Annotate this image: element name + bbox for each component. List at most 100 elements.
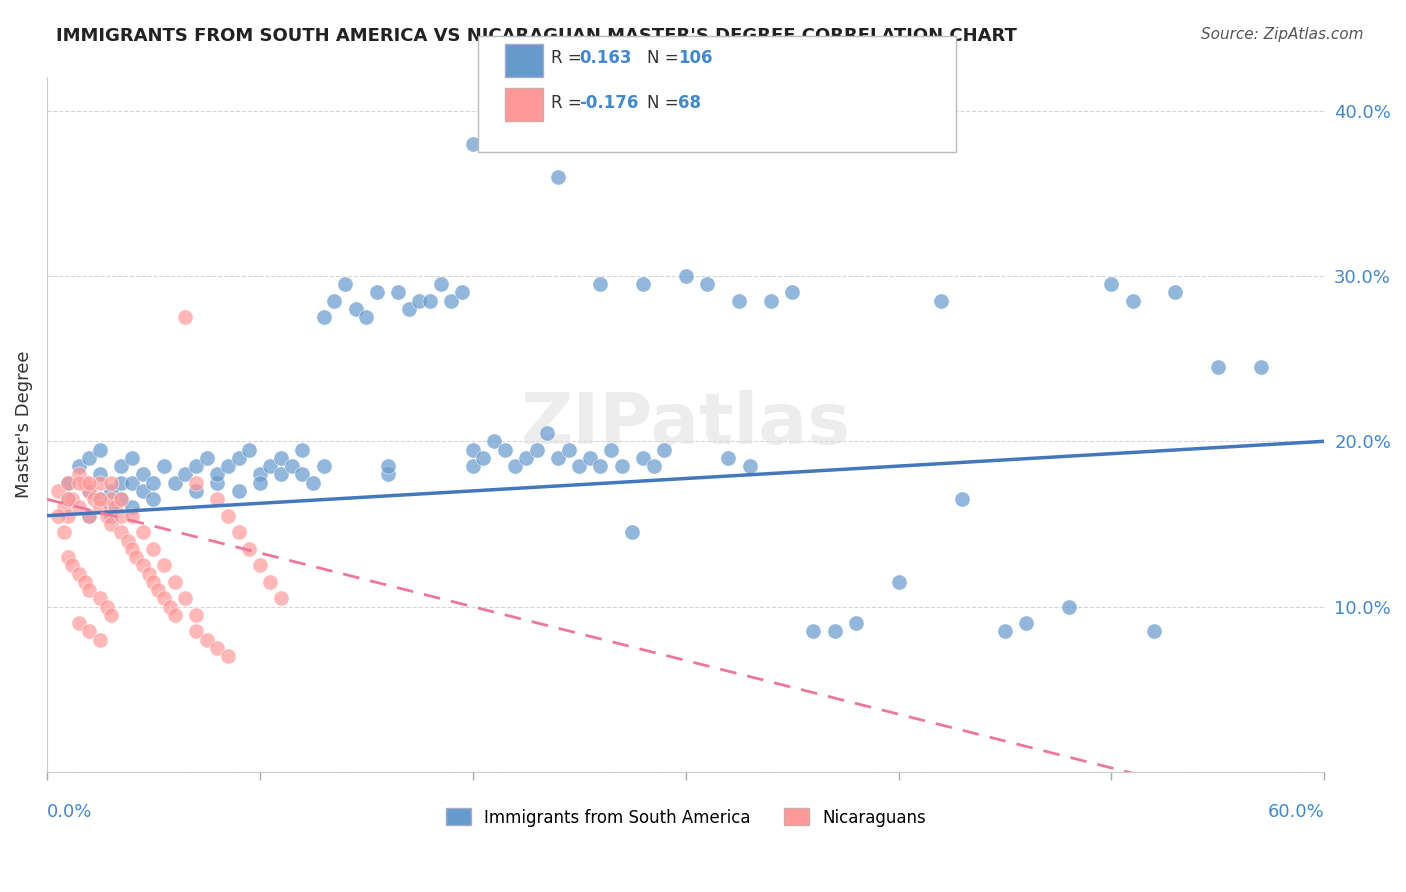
Point [515, 450, 537, 465]
Point [249, 475, 271, 490]
Text: N =: N = [647, 94, 683, 112]
Point [547, 450, 569, 465]
Point [270, 591, 292, 606]
Point [557, 442, 579, 457]
Point [146, 583, 169, 598]
Point [89, 492, 111, 507]
Point [1143, 624, 1166, 639]
Point [568, 459, 591, 474]
Point [174, 310, 197, 325]
Point [249, 467, 271, 482]
Point [291, 467, 314, 482]
Text: R =: R = [551, 94, 588, 112]
Point [887, 574, 910, 589]
Point [67, 459, 90, 474]
Point [79, 624, 101, 639]
Point [184, 483, 207, 498]
Point [238, 541, 260, 556]
Point [205, 492, 228, 507]
Point [579, 450, 602, 465]
Point [994, 624, 1017, 639]
Point [803, 624, 825, 639]
Point [419, 293, 441, 308]
Point [100, 475, 122, 490]
Point [824, 624, 846, 639]
Point [259, 574, 281, 589]
Point [153, 558, 176, 573]
Text: N =: N = [647, 49, 683, 67]
Point [1122, 293, 1144, 308]
Point [270, 450, 292, 465]
Point [323, 293, 346, 308]
Text: Source: ZipAtlas.com: Source: ZipAtlas.com [1201, 27, 1364, 42]
Point [79, 583, 101, 598]
Point [89, 475, 111, 490]
Point [96, 599, 118, 614]
Point [547, 169, 569, 184]
Point [89, 442, 111, 457]
Point [125, 549, 148, 564]
Point [121, 541, 143, 556]
Point [142, 574, 165, 589]
Point [100, 508, 122, 523]
Point [110, 475, 132, 490]
Point [281, 459, 304, 474]
Point [142, 541, 165, 556]
Point [259, 459, 281, 474]
Point [1164, 285, 1187, 300]
Point [110, 508, 132, 523]
Point [56, 475, 79, 490]
Point [643, 459, 665, 474]
Point [440, 293, 463, 308]
Point [104, 500, 127, 515]
Point [131, 467, 153, 482]
Point [79, 508, 101, 523]
Point [174, 591, 197, 606]
Point [163, 475, 186, 490]
Point [675, 268, 697, 283]
Point [228, 450, 250, 465]
Point [79, 483, 101, 498]
Point [153, 459, 176, 474]
Point [83, 492, 105, 507]
Point [333, 277, 356, 292]
Point [526, 442, 548, 457]
Point [366, 285, 388, 300]
Y-axis label: Master's Degree: Master's Degree [15, 351, 32, 499]
Point [249, 558, 271, 573]
Point [228, 525, 250, 540]
Point [121, 450, 143, 465]
Point [205, 640, 228, 655]
Point [205, 475, 228, 490]
Point [717, 450, 740, 465]
Point [377, 467, 399, 482]
Point [728, 293, 751, 308]
Point [195, 632, 218, 647]
Point [1250, 359, 1272, 374]
Point [110, 459, 132, 474]
Point [131, 525, 153, 540]
Point [67, 566, 90, 581]
Point [56, 549, 79, 564]
Point [67, 500, 90, 515]
Text: ZIPatlas: ZIPatlas [520, 390, 851, 459]
Point [845, 616, 868, 631]
Point [100, 516, 122, 531]
Point [62, 558, 84, 573]
Point [56, 492, 79, 507]
Point [589, 459, 612, 474]
Point [138, 566, 160, 581]
Point [631, 450, 654, 465]
Point [228, 483, 250, 498]
Legend: Immigrants from South America, Nicaraguans: Immigrants from South America, Nicaragua… [439, 802, 932, 833]
Point [398, 301, 420, 316]
Point [142, 475, 165, 490]
Point [131, 483, 153, 498]
Point [217, 508, 239, 523]
Point [52, 525, 75, 540]
Point [56, 475, 79, 490]
Point [89, 591, 111, 606]
Point [117, 533, 139, 548]
Point [110, 492, 132, 507]
Point [110, 492, 132, 507]
